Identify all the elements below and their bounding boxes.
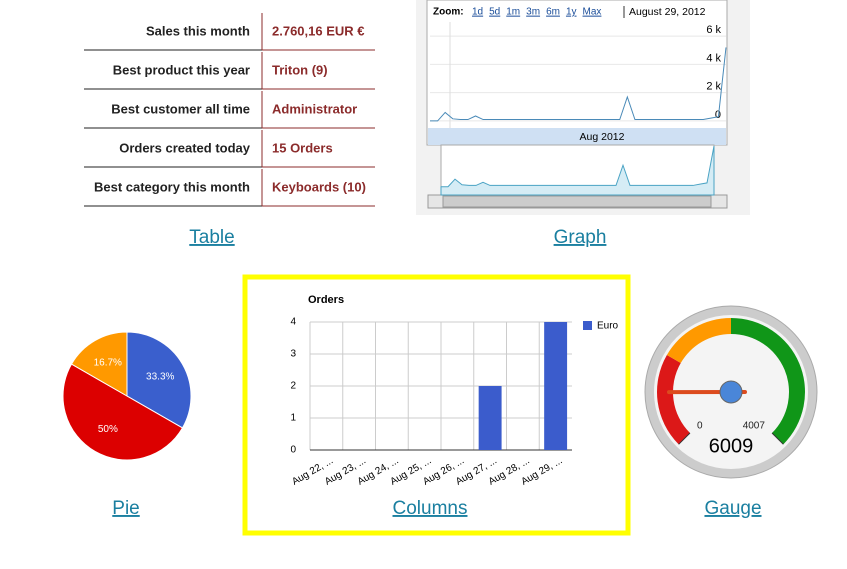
row-value: Triton (9) — [272, 62, 328, 77]
y-tick-label: 3 — [290, 349, 296, 360]
link-columns[interactable]: Columns — [393, 498, 468, 519]
pie-slice — [62, 363, 184, 461]
gauge-band — [666, 318, 731, 363]
gauge-band — [731, 318, 805, 445]
legend-swatch — [583, 321, 592, 330]
y-tick-label: 0 — [715, 109, 721, 121]
zoom-option[interactable]: 6m — [546, 7, 560, 18]
bar — [544, 322, 568, 450]
y-tick-label: 1 — [290, 413, 296, 424]
legend-label: Euro — [597, 321, 619, 332]
gauge-tick — [678, 432, 691, 445]
y-tick-label: 2 — [290, 381, 296, 392]
scroll-thumb[interactable] — [442, 195, 712, 208]
row-value: Keyboards (10) — [272, 179, 366, 194]
gauge-band — [656, 355, 690, 445]
slice-label: 50% — [98, 424, 118, 435]
gauge-hub — [719, 380, 743, 404]
series-line — [430, 47, 727, 122]
gauge-tick-label: 0 — [697, 421, 703, 432]
zoom-option[interactable]: 1d — [472, 7, 483, 18]
link-pie[interactable]: Pie — [112, 498, 139, 519]
navigator-label: Aug 2012 — [580, 131, 625, 143]
gauge-value: 6009 — [709, 435, 754, 457]
navigator-band — [428, 128, 726, 145]
bar — [478, 386, 502, 450]
pie-slice — [70, 331, 128, 397]
slice-label: 33.3% — [146, 371, 174, 382]
graph-frame — [426, 0, 728, 146]
y-tick-label: 4 — [290, 317, 296, 328]
link-gauge[interactable]: Gauge — [704, 498, 761, 519]
link-graph[interactable]: Graph — [554, 227, 607, 248]
zoom-option[interactable]: 3m — [526, 7, 540, 18]
y-tick-label: 4 k — [706, 52, 721, 64]
zoom-option[interactable]: 1y — [566, 7, 577, 18]
row-label: Orders created today — [119, 140, 251, 155]
toolbar-date: August 29, 2012 — [629, 6, 706, 18]
chart-title: Orders — [308, 294, 344, 306]
slice-label: 16.7% — [94, 357, 122, 368]
row-label: Best category this month — [94, 179, 250, 194]
navigator-area — [440, 145, 715, 196]
gauge-tick-label: 4007 — [743, 421, 766, 432]
zoom-option[interactable]: 1m — [506, 7, 520, 18]
gauge-tick — [771, 432, 784, 445]
zoom-label: Zoom: — [433, 7, 464, 18]
link-table[interactable]: Table — [189, 227, 234, 248]
row-value: 2.760,16 EUR € — [272, 23, 365, 38]
row-label: Best customer all time — [111, 101, 250, 116]
y-tick-label: 0 — [290, 445, 296, 456]
selection-highlight — [242, 274, 631, 536]
y-tick-label: 2 k — [706, 81, 721, 93]
row-label: Sales this month — [146, 23, 250, 38]
zoom-option[interactable]: 5d — [489, 7, 500, 18]
row-value: 15 Orders — [272, 140, 333, 155]
row-label: Best product this year — [113, 62, 250, 77]
y-tick-label: 6 k — [706, 24, 721, 36]
pie-slice — [126, 331, 192, 429]
row-value: Administrator — [272, 101, 357, 116]
zoom-option[interactable]: Max — [583, 7, 602, 18]
